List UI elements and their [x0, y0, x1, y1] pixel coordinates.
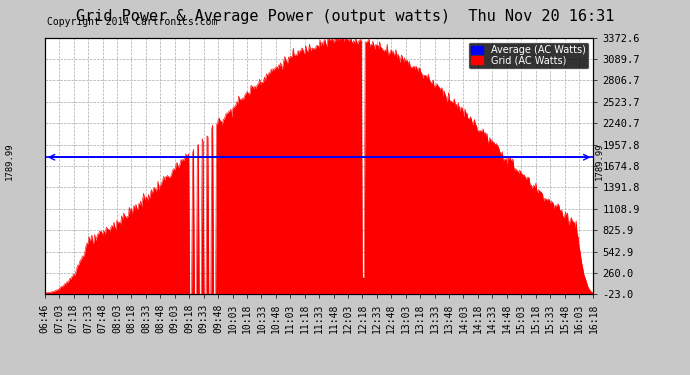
Legend: Average (AC Watts), Grid (AC Watts): Average (AC Watts), Grid (AC Watts) [469, 42, 589, 69]
Text: 1789.99: 1789.99 [4, 142, 14, 180]
Text: Grid Power & Average Power (output watts)  Thu Nov 20 16:31: Grid Power & Average Power (output watts… [76, 9, 614, 24]
Text: Copyright 2014 Cartronics.com: Copyright 2014 Cartronics.com [47, 17, 217, 27]
Text: 1789.99: 1789.99 [594, 142, 604, 180]
